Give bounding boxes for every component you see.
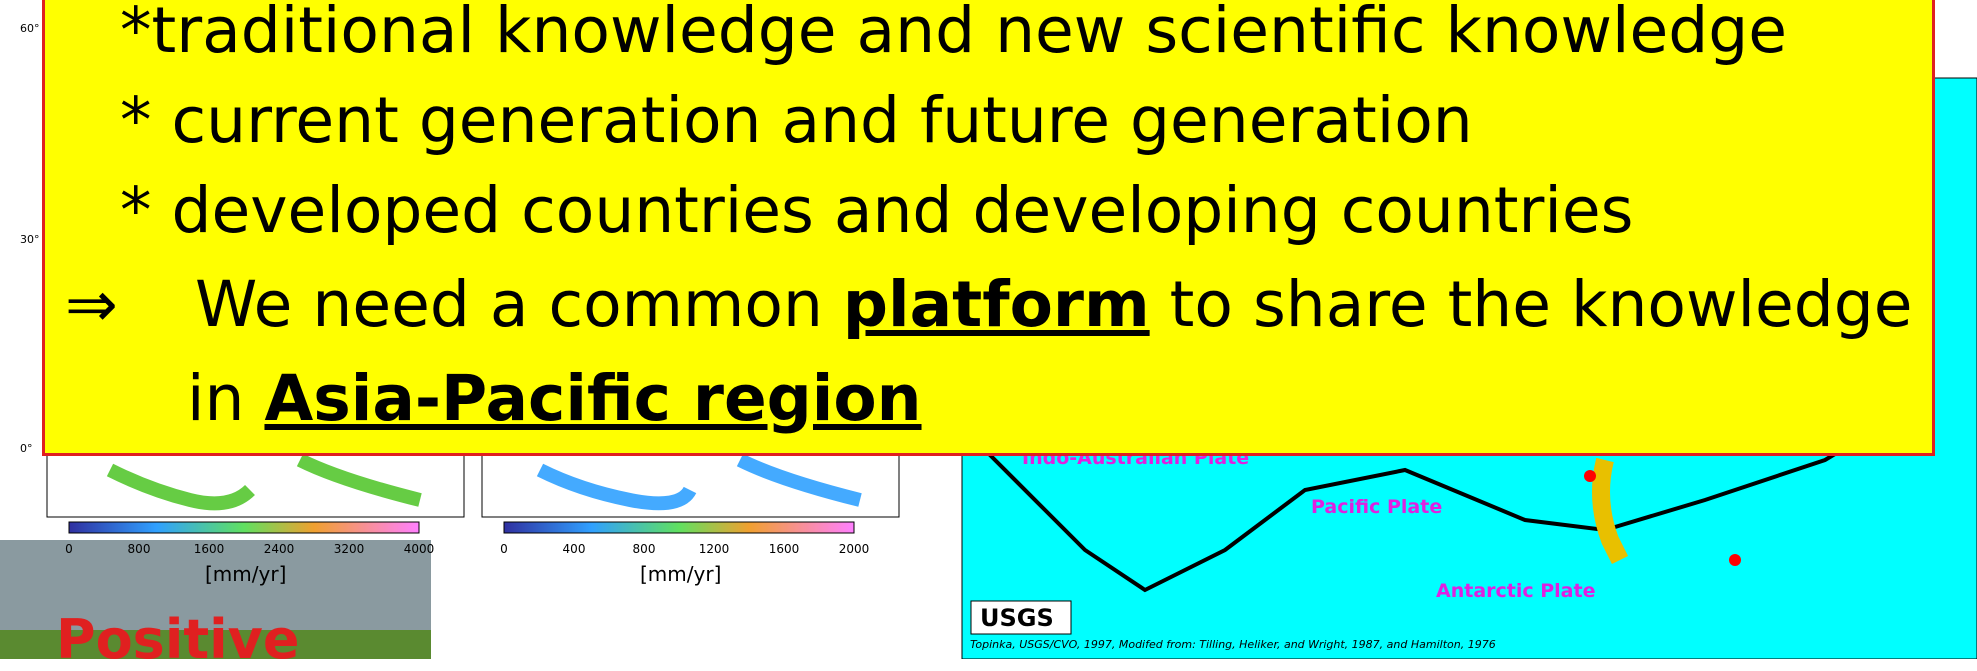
colorbar-tick-label: 400 [563,542,586,556]
box-line: * current generation and future generati… [120,89,1473,152]
colorbar-tick-label: 0 [500,542,508,556]
colorbar-tick-label: 4000 [404,542,435,556]
lat-label: 30° [20,233,40,246]
colorbar-tick-label: 2000 [839,542,870,556]
emphasis: Asia-Pacific region [264,362,921,435]
unit-label: [mm/yr] [640,562,721,586]
box-line: in Asia-Pacific region [187,367,922,430]
credit: Topinka, USGS/CVO, 1997, Modifed from: T… [970,638,1496,651]
colorbar [69,522,419,533]
colorbar-tick-label: 2400 [264,542,295,556]
volcano [1729,554,1741,566]
page: 60° 30° 0° 0 800 1600 2400 3200 4000 0 400 800 12… [0,0,1977,659]
callout-box: *traditional knowledge and new scientifi… [42,0,1935,456]
colorbar-tick-label: 1600 [194,542,225,556]
emphasis: platform [843,268,1150,341]
colorbar-tick-label: 800 [128,542,151,556]
logo: USGS [980,604,1054,632]
box-line: *traditional knowledge and new scientifi… [120,0,1787,62]
colorbar-tick-label: 800 [633,542,656,556]
photo-caption: Positive [56,608,299,671]
box-line: We need a common platform to share the k… [195,273,1913,336]
box-line: * developed countries and developing cou… [120,179,1633,242]
lat-label: 0° [20,442,33,455]
colorbar [504,522,854,533]
colorbar-tick-label: 1200 [699,542,730,556]
colorbar-tick-label: 1600 [769,542,800,556]
text: in [187,362,264,435]
plate-label: Pacific Plate [1311,496,1442,518]
volcano [1584,470,1596,482]
unit-label: [mm/yr] [205,562,286,586]
arrow: ⇒ [65,273,118,336]
plate-label: Antarctic Plate [1436,580,1595,602]
colorbar-tick-label: 3200 [334,542,365,556]
text: to share the knowledge [1150,268,1913,341]
lat-label: 60° [20,22,40,35]
text: We need a common [195,268,843,341]
colorbar-tick-label: 0 [65,542,73,556]
